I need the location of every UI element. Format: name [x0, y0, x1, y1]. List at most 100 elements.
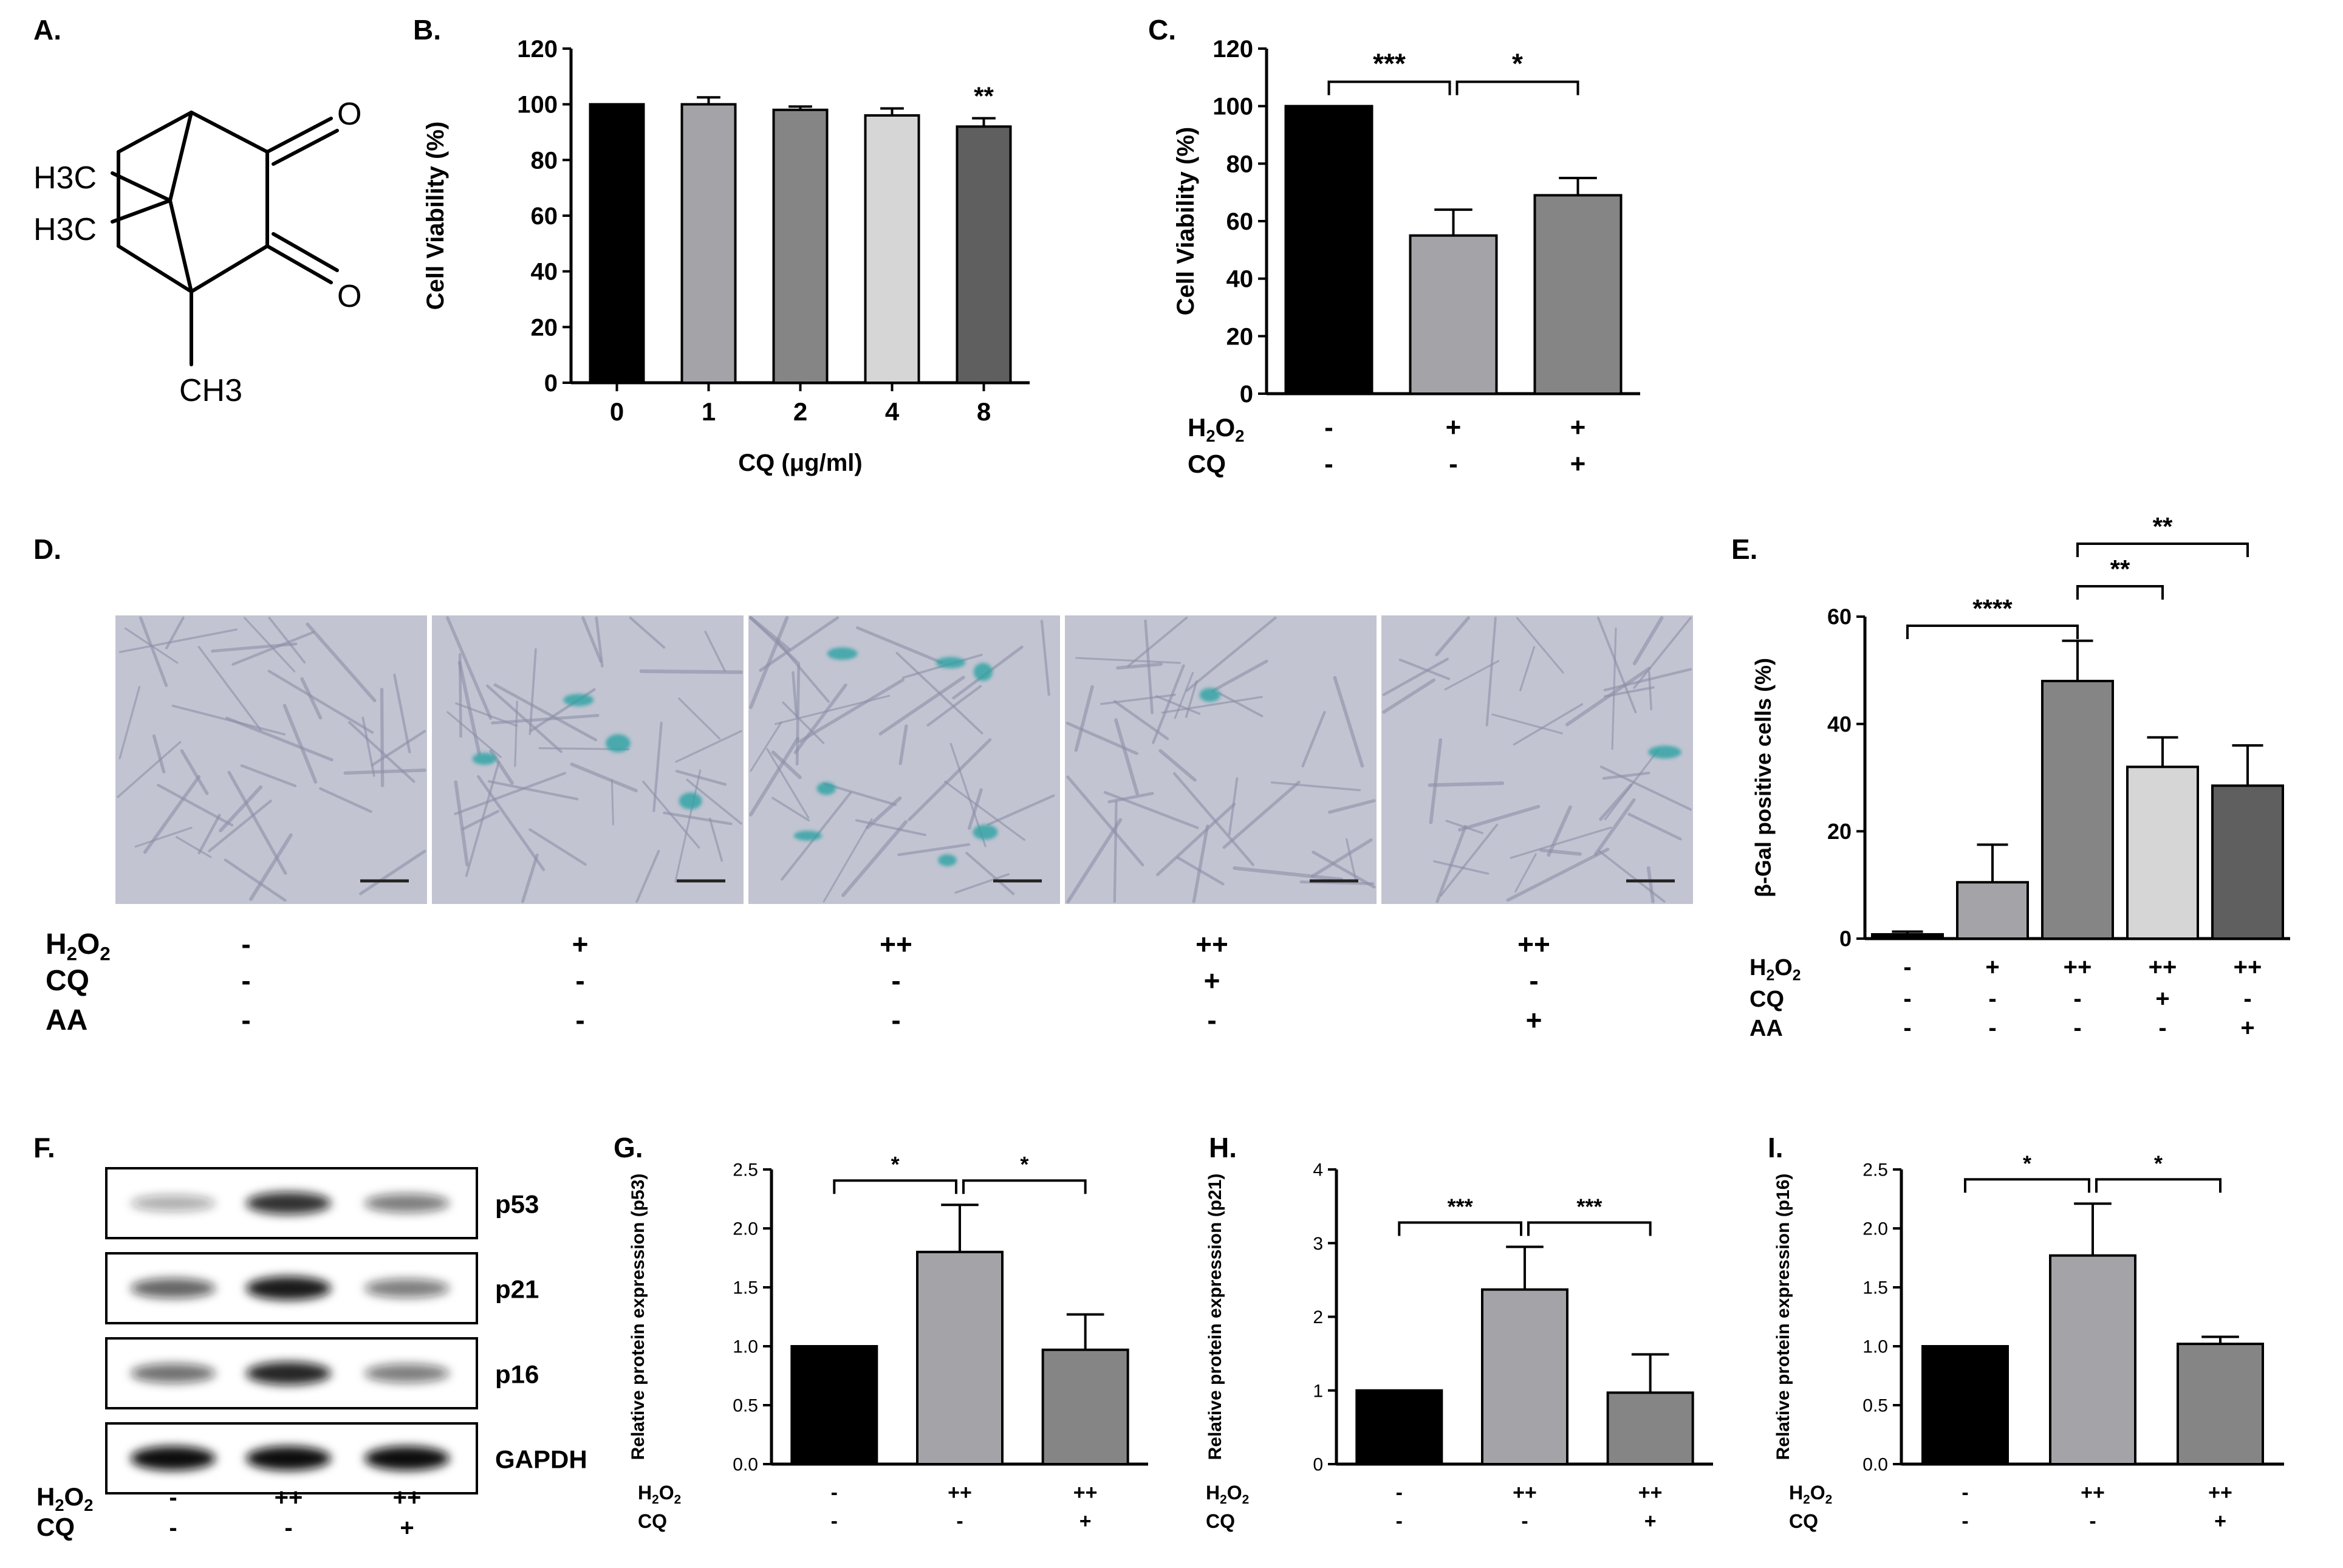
cell [642, 781, 700, 849]
bar [1284, 104, 1373, 395]
cell [528, 828, 587, 866]
condition-label-cq: CQ [1789, 1510, 1818, 1532]
y-tick-label: 80 [531, 147, 558, 174]
cell [1593, 798, 1636, 856]
condition-value: - [169, 1515, 177, 1541]
condition-value: - [2158, 1015, 2166, 1041]
significance-label: **** [1972, 594, 2013, 623]
y-tick-label: 0.5 [733, 1396, 758, 1416]
y-axis-label: Relative protein expression (p53) [628, 1174, 648, 1460]
cell [1382, 657, 1449, 696]
y-tick-label: 40 [531, 259, 558, 286]
cell [1113, 800, 1118, 903]
significance-bracket [1906, 625, 2079, 639]
cell [629, 617, 666, 649]
cell [1513, 703, 1584, 746]
cell [1185, 616, 1277, 692]
condition-value: - [891, 1004, 900, 1036]
cell [1127, 617, 1188, 668]
cell [267, 669, 374, 734]
condition-value: - [1962, 1481, 1968, 1504]
blot-band [246, 1361, 331, 1385]
condition-value: ++ [880, 928, 912, 960]
condition-value: + [1570, 449, 1586, 479]
condition-value: - [1903, 954, 1911, 981]
stained-cell [935, 657, 966, 668]
cell [1516, 617, 1564, 674]
condition-label-cq: CQ [1188, 450, 1226, 478]
cell [1328, 799, 1376, 814]
bar [1921, 1345, 2009, 1465]
condition-value: ++ [2208, 1481, 2232, 1504]
blot-band [246, 1276, 331, 1300]
panel-letter-h: H. [1209, 1132, 1237, 1163]
cell [1603, 668, 1692, 692]
significance-bracket [1527, 1221, 1652, 1236]
cell [343, 769, 426, 775]
cell [1228, 777, 1239, 836]
condition-label-cq: CQ [638, 1510, 667, 1532]
significance-label: * [2023, 1151, 2031, 1176]
cell [1158, 749, 1197, 782]
band-label-p53: p53 [495, 1190, 539, 1219]
cell [944, 780, 1025, 841]
condition-label-cq: CQ [1750, 987, 1784, 1012]
condition-value: - [241, 928, 250, 960]
cell [1155, 803, 1236, 877]
bar [2177, 1343, 2264, 1466]
cell [1333, 676, 1364, 768]
cell [157, 784, 234, 827]
condition-value: - [1962, 1510, 1968, 1533]
cell [1604, 686, 1655, 698]
y-tick-label: 100 [517, 92, 558, 118]
panel-letter-i: I. [1768, 1132, 1784, 1163]
cell [908, 738, 992, 821]
significance-bracket [962, 1179, 1087, 1194]
atom-h3c-2: H3C [33, 212, 97, 247]
cell [674, 769, 702, 883]
cell [798, 678, 905, 744]
bar [2211, 784, 2284, 940]
cell [1398, 659, 1451, 680]
cell [1152, 664, 1185, 744]
cell [954, 873, 1010, 894]
cell [1116, 662, 1163, 670]
cell [1435, 824, 1467, 903]
cell [180, 749, 209, 795]
y-tick-label: 1.0 [733, 1337, 758, 1357]
significance-label: * [1020, 1152, 1028, 1177]
cell [678, 697, 721, 740]
panel-letter-f: F. [33, 1132, 55, 1163]
condition-value: - [2073, 1015, 2081, 1041]
cell [487, 780, 579, 801]
significance-label: *** [1448, 1194, 1473, 1219]
panel-letter-b: B. [413, 14, 441, 46]
chart-b: 0 20 40 60 80 100 120 Cell Viability (%) 0 1 2 4 8 **… [422, 36, 1030, 476]
cell [1075, 657, 1181, 664]
condition-value: - [891, 965, 900, 996]
micrograph-background [115, 615, 427, 904]
cell [197, 813, 221, 855]
bar [790, 1345, 878, 1465]
stained-cell [1648, 745, 1681, 759]
condition-value: ++ [948, 1481, 972, 1504]
cell [635, 850, 660, 903]
condition-value: ++ [2149, 954, 2177, 981]
significance-bracket [2076, 585, 2164, 600]
cell [749, 616, 789, 710]
cell [675, 770, 727, 786]
cell [244, 617, 296, 673]
cell [282, 704, 318, 784]
cell [581, 616, 603, 663]
cell [1547, 805, 1572, 857]
y-tick-label: 1 [1313, 1381, 1323, 1401]
cell [219, 785, 263, 833]
cell [766, 748, 810, 819]
cell [1107, 792, 1154, 804]
y-tick-label: 0.5 [1862, 1396, 1888, 1416]
cell [1440, 823, 1499, 897]
significance-label: * [891, 1152, 900, 1177]
panel-letter-c: C. [1148, 14, 1176, 46]
stained-cell [1199, 688, 1220, 702]
